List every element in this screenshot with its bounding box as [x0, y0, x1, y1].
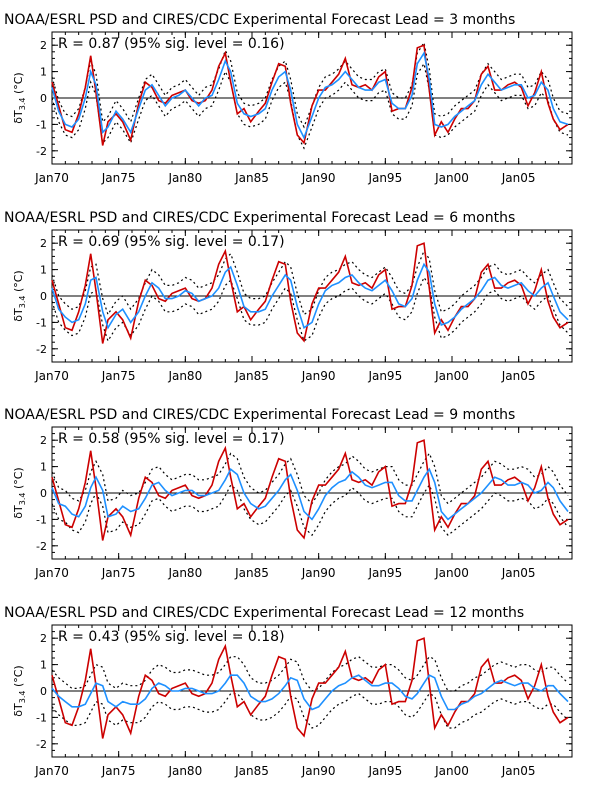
x-tick-label: Jan85	[234, 171, 269, 185]
x-tick-label: Jan70	[34, 566, 69, 580]
x-tick-label: Jan90	[301, 171, 336, 185]
panel-lead-12: NOAA/ESRL PSD and CIRES/CDC Experimental…	[4, 605, 573, 778]
observed-line	[51, 637, 569, 739]
panel-lead-3: NOAA/ESRL PSD and CIRES/CDC Experimental…	[4, 12, 573, 185]
panel-lead-6: NOAA/ESRL PSD and CIRES/CDC Experimental…	[4, 210, 573, 383]
y-axis-label: δT3.4 (°C)	[12, 72, 27, 123]
x-tick-label: Jan95	[367, 764, 402, 778]
y-tick-label: 2	[40, 632, 47, 645]
lower-bound-line	[51, 483, 569, 537]
y-tick-label: -1	[36, 513, 47, 526]
y-tick-label: -1	[36, 316, 47, 329]
y-axis-label: δT3.4 (°C)	[12, 270, 27, 321]
forecast-line	[51, 674, 569, 711]
y-tick-label: -2	[36, 738, 47, 751]
y-tick-label: 1	[40, 264, 47, 277]
x-tick-label: Jan05	[501, 171, 536, 185]
x-tick-label: Jan05	[501, 764, 536, 778]
x-tick-label: Jan85	[234, 764, 269, 778]
x-tick-label: Jan00	[434, 171, 469, 185]
x-tick-label: Jan95	[367, 369, 402, 383]
x-tick-label: Jan00	[434, 566, 469, 580]
x-tick-label: Jan95	[367, 566, 402, 580]
observed-line	[51, 242, 569, 344]
lower-bound-line	[51, 692, 569, 729]
forecast-line	[51, 50, 569, 140]
y-tick-label: 0	[40, 290, 47, 303]
panel-title: NOAA/ESRL PSD and CIRES/CDC Experimental…	[4, 605, 524, 621]
y-tick-label: 0	[40, 685, 47, 698]
y-tick-label: 2	[40, 237, 47, 250]
y-tick-label: -2	[36, 540, 47, 553]
lower-bound-line	[51, 276, 569, 343]
panel-title: NOAA/ESRL PSD and CIRES/CDC Experimental…	[4, 12, 515, 28]
x-tick-label: Jan90	[301, 764, 336, 778]
observed-line	[51, 44, 569, 146]
y-tick-label: -2	[36, 145, 47, 158]
y-tick-label: 2	[40, 39, 47, 52]
correlation-annotation: R = 0.43 (95% sig. level = 0.18)	[58, 629, 285, 645]
x-tick-label: Jan75	[101, 171, 136, 185]
x-tick-label: Jan70	[34, 171, 69, 185]
upper-bound-line	[51, 452, 569, 505]
upper-bound-line	[51, 249, 569, 316]
x-tick-label: Jan90	[301, 369, 336, 383]
upper-bound-line	[51, 655, 569, 692]
y-tick-label: -2	[36, 343, 47, 356]
y-tick-label: 1	[40, 66, 47, 79]
y-tick-label: 1	[40, 659, 47, 672]
x-tick-label: Jan00	[434, 764, 469, 778]
x-tick-label: Jan00	[434, 369, 469, 383]
panel-lead-9: NOAA/ESRL PSD and CIRES/CDC Experimental…	[4, 407, 573, 580]
x-tick-label: Jan75	[101, 566, 136, 580]
correlation-annotation: R = 0.87 (95% sig. level = 0.16)	[58, 36, 285, 52]
x-tick-label: Jan05	[501, 566, 536, 580]
forecast-line	[51, 467, 569, 521]
x-tick-label: Jan85	[234, 369, 269, 383]
x-tick-label: Jan85	[234, 566, 269, 580]
panel-title: NOAA/ESRL PSD and CIRES/CDC Experimental…	[4, 407, 515, 423]
y-axis-label: δT3.4 (°C)	[12, 665, 27, 716]
forecast-line	[51, 262, 569, 330]
x-tick-label: Jan75	[101, 369, 136, 383]
y-tick-label: -1	[36, 711, 47, 724]
observed-line	[51, 439, 569, 541]
correlation-annotation: R = 0.58 (95% sig. level = 0.17)	[58, 431, 285, 447]
y-tick-label: 0	[40, 92, 47, 105]
x-tick-label: Jan95	[367, 171, 402, 185]
y-tick-label: 0	[40, 487, 47, 500]
x-tick-label: Jan80	[167, 171, 202, 185]
y-tick-label: 2	[40, 434, 47, 447]
y-axis-label: δT3.4 (°C)	[12, 467, 27, 518]
x-tick-label: Jan70	[34, 369, 69, 383]
x-tick-label: Jan05	[501, 369, 536, 383]
x-tick-label: Jan75	[101, 764, 136, 778]
correlation-annotation: R = 0.69 (95% sig. level = 0.17)	[58, 234, 285, 250]
y-tick-label: -1	[36, 118, 47, 131]
panel-title: NOAA/ESRL PSD and CIRES/CDC Experimental…	[4, 210, 515, 226]
x-tick-label: Jan80	[167, 764, 202, 778]
x-tick-label: Jan90	[301, 566, 336, 580]
x-tick-label: Jan70	[34, 764, 69, 778]
y-tick-label: 1	[40, 461, 47, 474]
x-tick-label: Jan80	[167, 369, 202, 383]
x-tick-label: Jan80	[167, 566, 202, 580]
